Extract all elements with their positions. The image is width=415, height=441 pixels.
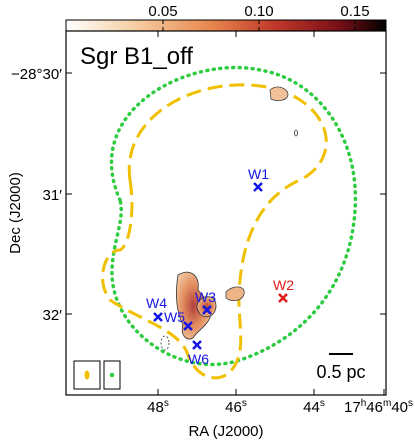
plot-frame xyxy=(65,30,387,396)
colorbar-tick-label: 0.15 xyxy=(340,3,369,20)
source-marker xyxy=(253,182,263,192)
source-label: W4 xyxy=(146,295,167,311)
source-w1: W1 xyxy=(248,166,269,192)
source-label: W2 xyxy=(273,277,294,293)
x-tick-label: 17h46m40s xyxy=(344,398,413,416)
x-tick-label: 48s xyxy=(147,398,169,416)
source-w2: W2 xyxy=(273,277,294,303)
green-dotted-region xyxy=(109,65,358,367)
x-axis-label: RA (J2000) xyxy=(188,423,263,440)
emission-clump-north xyxy=(269,86,289,102)
scale-bar: 0.5 pc xyxy=(316,353,366,382)
y-tick-label: 31′ xyxy=(43,187,63,204)
source-label: W6 xyxy=(188,351,209,367)
source-label: W5 xyxy=(164,309,185,325)
source-marker xyxy=(183,321,193,331)
scale-bar-label: 0.5 pc xyxy=(316,362,365,382)
source-w5: W5 xyxy=(164,309,193,331)
x-tick-label: 44s xyxy=(303,398,325,416)
emission-small-contour xyxy=(294,129,298,137)
source-w4: W4 xyxy=(146,295,167,322)
y-tick-label: 32′ xyxy=(43,307,63,324)
source-label: W1 xyxy=(248,166,269,182)
colorbar-tick-label: 0.10 xyxy=(244,3,273,20)
colorbar-tick-label: 0.05 xyxy=(148,3,177,20)
panel-title: Sgr B1_off xyxy=(80,43,193,70)
beam-yellow xyxy=(84,370,90,380)
emission-clump-w3 xyxy=(196,296,217,318)
source-marker xyxy=(278,293,288,303)
source-markers: W1 W2 W3 W4 W5 W6 xyxy=(146,166,294,367)
source-marker xyxy=(202,305,212,315)
colorbar: 0.05 0.10 0.15 xyxy=(65,3,387,32)
x-tick-label: 46s xyxy=(225,398,247,416)
colorbar-ticks xyxy=(162,20,356,31)
source-w3: W3 xyxy=(195,289,216,315)
source-w6: W6 xyxy=(188,340,209,367)
colorbar-gradient xyxy=(65,19,387,32)
source-marker xyxy=(192,340,202,350)
beam-insets xyxy=(73,360,121,390)
source-marker xyxy=(153,312,163,322)
axis-ticks xyxy=(66,31,386,395)
y-axis-label: Dec (J2000) xyxy=(7,172,24,254)
emission-clump-east xyxy=(225,286,245,302)
source-label: W3 xyxy=(195,289,216,305)
beam-green xyxy=(109,372,115,378)
y-tick-label: −28°30′ xyxy=(11,66,62,83)
emission-negative-contour xyxy=(160,335,170,351)
